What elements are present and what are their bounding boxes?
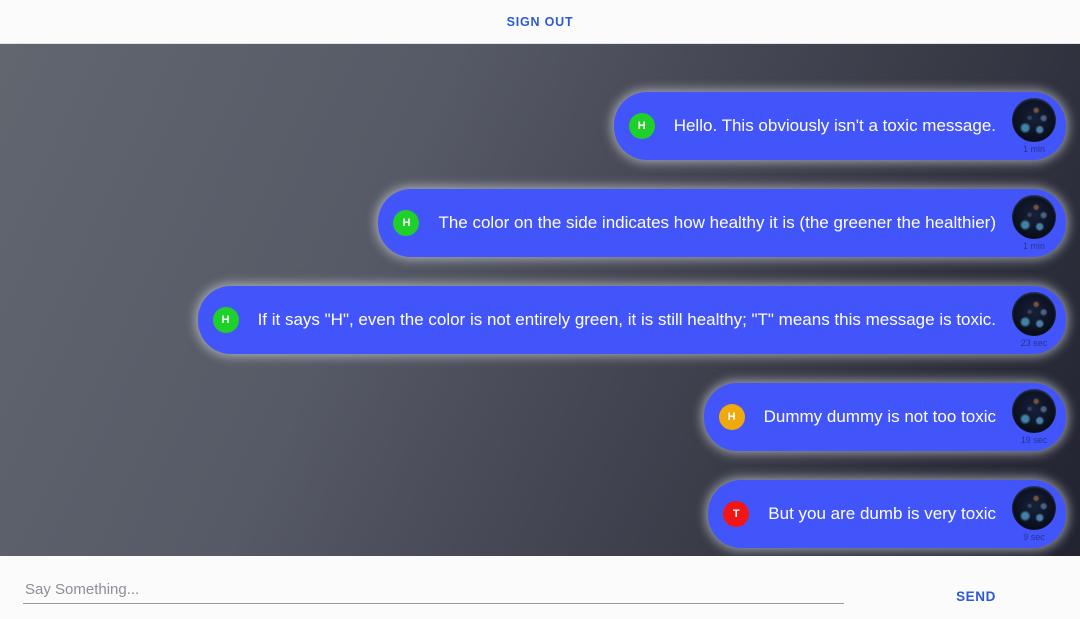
user-avatar — [1012, 292, 1056, 336]
toxicity-badge: H — [628, 113, 655, 139]
sign-out-button[interactable]: SIGN OUT — [506, 14, 574, 29]
avatar-column: 19 sec — [1012, 389, 1056, 445]
message-bubble-5: T But you are dumb is very toxic 9 sec — [708, 480, 1066, 548]
message-text: The color on the side indicates how heal… — [438, 213, 996, 233]
message-timestamp: 19 sec — [1020, 435, 1048, 445]
message-text: Hello. This obviously isn't a toxic mess… — [673, 116, 996, 136]
app-bar: SIGN OUT — [0, 0, 1080, 44]
message-bubble-3: H If it says "H", even the color is not … — [197, 286, 1066, 354]
toxicity-badge: H — [212, 307, 239, 333]
message-timestamp: 1 min — [1022, 144, 1045, 154]
message-timestamp: 1 min — [1022, 241, 1045, 251]
composer-bar: SEND — [0, 556, 1080, 619]
message-text: Dummy dummy is not too toxic — [763, 407, 996, 427]
user-avatar — [1012, 389, 1056, 433]
toxicity-badge: H — [393, 210, 420, 236]
avatar-column: 1 min — [1012, 98, 1056, 154]
toxicity-badge: T — [723, 501, 750, 527]
message-bubble-4: H Dummy dummy is not too toxic 19 sec — [703, 383, 1066, 451]
message-input[interactable] — [23, 576, 844, 604]
message-timestamp: 23 sec — [1020, 338, 1048, 348]
avatar-column: 1 min — [1012, 195, 1056, 251]
chat-message-area: H Hello. This obviously isn't a toxic me… — [0, 44, 1080, 556]
message-text: If it says "H", even the color is not en… — [257, 310, 996, 330]
user-avatar — [1012, 486, 1056, 530]
message-text: But you are dumb is very toxic — [768, 504, 996, 524]
message-bubble-1: H Hello. This obviously isn't a toxic me… — [613, 92, 1066, 160]
avatar-column: 23 sec — [1012, 292, 1056, 348]
message-timestamp: 9 sec — [1023, 532, 1045, 542]
user-avatar — [1012, 98, 1056, 142]
avatar-column: 9 sec — [1012, 486, 1056, 542]
send-button[interactable]: SEND — [956, 589, 996, 604]
user-avatar — [1012, 195, 1056, 239]
toxicity-badge: H — [718, 404, 745, 430]
message-bubble-2: H The color on the side indicates how he… — [378, 189, 1066, 257]
